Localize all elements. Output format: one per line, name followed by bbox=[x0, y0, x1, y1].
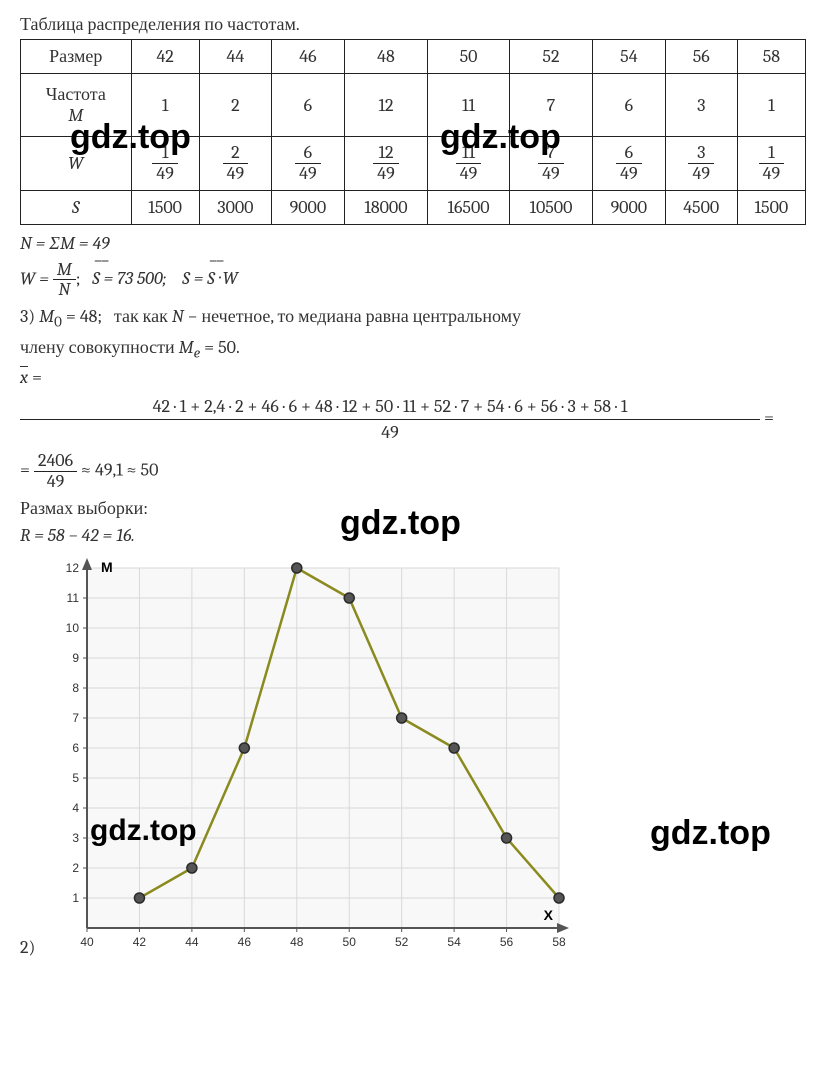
svg-text:56: 56 bbox=[500, 935, 514, 949]
item-2-label: 2) bbox=[20, 937, 35, 958]
item-3-line1: 3) M0 = 48; так как N − нечетное, то мед… bbox=[20, 306, 806, 331]
row-label: S bbox=[21, 190, 132, 224]
range-label: Размах выборки: bbox=[20, 498, 806, 519]
row-label: ЧастотаM bbox=[21, 74, 132, 137]
cell: 1 bbox=[737, 74, 805, 137]
cell: 6 bbox=[592, 74, 665, 137]
cell: 50 bbox=[428, 40, 510, 74]
cell: 349 bbox=[665, 137, 737, 191]
svg-text:M: M bbox=[101, 559, 113, 575]
frequency-polygon-chart: 40424446485052545658123456789101112MX bbox=[39, 552, 579, 962]
frequency-table: Размер 42 44 46 48 50 52 54 56 58 Частот… bbox=[20, 39, 806, 225]
svg-text:11: 11 bbox=[67, 591, 80, 605]
w-label: W = bbox=[20, 268, 49, 289]
cell: 3 bbox=[665, 74, 737, 137]
svg-text:52: 52 bbox=[395, 935, 409, 949]
long-num: 42 · 1 + 2,4 · 2 + 46 · 6 + 48 · 12 + 50… bbox=[20, 394, 760, 420]
svg-text:9: 9 bbox=[73, 651, 80, 665]
svg-text:10: 10 bbox=[66, 621, 80, 635]
eq-sign: = bbox=[20, 460, 30, 481]
table-row: W 14924964912491149749649349149 bbox=[21, 137, 806, 191]
equation-W-S: W = M N ; S = 73 500; S = S · W bbox=[20, 260, 806, 301]
svg-text:8: 8 bbox=[73, 681, 80, 695]
svg-text:2: 2 bbox=[73, 861, 80, 875]
result-tail: ≈ 49,1 ≈ 50 bbox=[81, 460, 158, 481]
cell: 749 bbox=[509, 137, 592, 191]
svg-text:12: 12 bbox=[66, 561, 80, 575]
svg-text:X: X bbox=[544, 907, 554, 923]
svg-text:48: 48 bbox=[290, 935, 304, 949]
cell: 46 bbox=[272, 40, 345, 74]
cell: 48 bbox=[344, 40, 427, 74]
svg-text:40: 40 bbox=[81, 935, 95, 949]
cell: 11 bbox=[428, 74, 510, 137]
equation-N: N = ΣM = 49 bbox=[20, 233, 806, 254]
table-row: Размер 42 44 46 48 50 52 54 56 58 bbox=[21, 40, 806, 74]
svg-text:4: 4 bbox=[73, 801, 80, 815]
table-row: ЧастотаM 1 2 6 12 11 7 6 3 1 bbox=[21, 74, 806, 137]
cell: 56 bbox=[665, 40, 737, 74]
cell: 149 bbox=[737, 137, 805, 191]
svg-text:58: 58 bbox=[553, 935, 567, 949]
cell: 10500 bbox=[509, 190, 592, 224]
cell: 1500 bbox=[131, 190, 199, 224]
long-fraction: 42 · 1 + 2,4 · 2 + 46 · 6 + 48 · 12 + 50… bbox=[20, 394, 806, 445]
svg-text:7: 7 bbox=[73, 711, 80, 725]
svg-text:1: 1 bbox=[73, 891, 80, 905]
cell: 12 bbox=[344, 74, 427, 137]
cell: 2 bbox=[199, 74, 271, 137]
cell: 52 bbox=[509, 40, 592, 74]
cell: 7 bbox=[509, 74, 592, 137]
row-label: W bbox=[21, 137, 132, 191]
cell: 9000 bbox=[272, 190, 345, 224]
cell: 58 bbox=[737, 40, 805, 74]
cell: 249 bbox=[199, 137, 271, 191]
cell: 54 bbox=[592, 40, 665, 74]
cell: 16500 bbox=[428, 190, 510, 224]
row-label: Размер bbox=[21, 40, 132, 74]
long-den: 49 bbox=[20, 420, 760, 445]
svg-text:5: 5 bbox=[73, 771, 80, 785]
cell: 4500 bbox=[665, 190, 737, 224]
xbar-label: x = bbox=[20, 367, 806, 388]
svg-text:46: 46 bbox=[238, 935, 252, 949]
cell: 42 bbox=[131, 40, 199, 74]
cell: 9000 bbox=[592, 190, 665, 224]
svg-text:50: 50 bbox=[343, 935, 357, 949]
cell: 18000 bbox=[344, 190, 427, 224]
result-den: 49 bbox=[34, 472, 77, 492]
cell: 6 bbox=[272, 74, 345, 137]
result-num: 2406 bbox=[34, 451, 77, 472]
cell: 149 bbox=[131, 137, 199, 191]
svg-text:44: 44 bbox=[186, 935, 200, 949]
cell: 649 bbox=[272, 137, 345, 191]
cell: 1500 bbox=[737, 190, 805, 224]
svg-text:42: 42 bbox=[133, 935, 147, 949]
cell: 1249 bbox=[344, 137, 427, 191]
w-den: N bbox=[53, 280, 76, 300]
svg-text:3: 3 bbox=[73, 831, 80, 845]
result-line: = 2406 49 ≈ 49,1 ≈ 50 bbox=[20, 451, 806, 492]
page-title: Таблица распределения по частотам. bbox=[20, 14, 806, 35]
cell: 44 bbox=[199, 40, 271, 74]
cell: 1 bbox=[131, 74, 199, 137]
range-eq: R = 58 − 42 = 16. bbox=[20, 525, 806, 546]
svg-text:6: 6 bbox=[73, 741, 80, 755]
w-num: M bbox=[53, 260, 76, 281]
cell: 3000 bbox=[199, 190, 271, 224]
cell: 1149 bbox=[428, 137, 510, 191]
item-3-line2: члену совокупности Me = 50. bbox=[20, 337, 806, 362]
table-row: S 1500 3000 9000 18000 16500 10500 9000 … bbox=[21, 190, 806, 224]
cell: 649 bbox=[592, 137, 665, 191]
svg-text:54: 54 bbox=[448, 935, 462, 949]
